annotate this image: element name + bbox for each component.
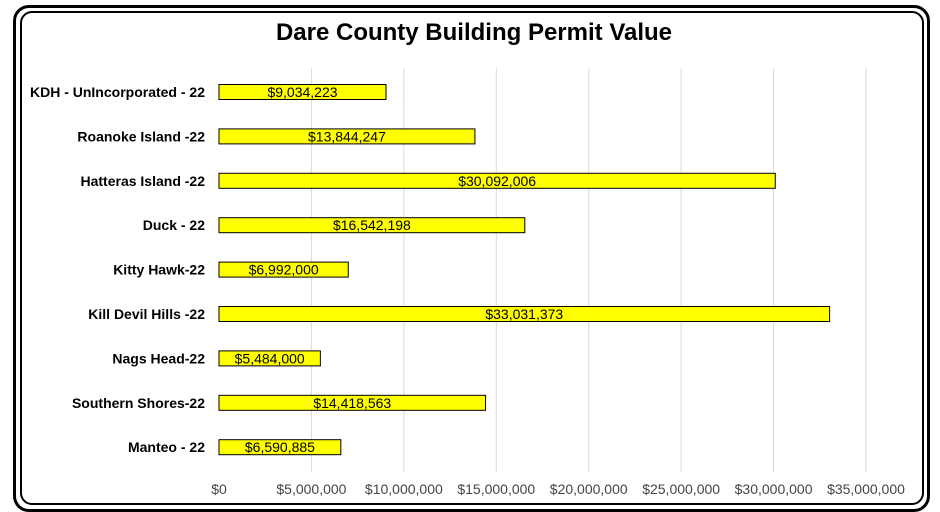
x-tick-label: $15,000,000 [457, 481, 535, 497]
category-label: Kill Devil Hills -22 [88, 306, 205, 322]
x-axis-ticks: $0 $5,000,000 $10,000,000 $15,000,000 $20,00… [211, 481, 905, 497]
bar [218, 172, 776, 189]
bar-value-label: $6,590,885 [245, 439, 315, 455]
bar [218, 217, 526, 234]
x-tick-label: $0 [211, 481, 227, 497]
category-label: Kitty Hawk-22 [113, 262, 205, 278]
category-label: Roanoke Island -22 [77, 128, 205, 144]
bar [218, 128, 476, 145]
bar-value-label: $16,542,198 [333, 217, 411, 233]
category-label: Duck - 22 [143, 217, 205, 233]
bar-value-label: $30,092,006 [458, 173, 536, 189]
chart-outer-frame [13, 5, 930, 512]
chart-title: Dare County Building Permit Value [275, 19, 673, 46]
bar [218, 84, 387, 100]
category-label: Nags Head-22 [112, 350, 205, 366]
category-label: Southern Shores-22 [72, 395, 205, 411]
bars: $9,034,223 $13,844,247 $30,092,006 $16,542,… [218, 84, 831, 456]
chart-inner-frame [20, 11, 924, 505]
category-label: Manteo - 22 [128, 439, 205, 455]
bar-value-label: $6,992,000 [249, 262, 319, 278]
x-tick-label: $30,000,000 [735, 481, 813, 497]
category-labels: KDH - UnIncorporated - 22 Roanoke Island … [30, 84, 205, 455]
bar [218, 306, 831, 322]
category-label: Hatteras Island -22 [81, 173, 206, 189]
x-tick-label: $35,000,000 [827, 481, 905, 497]
bar-value-label: $5,484,000 [235, 350, 305, 366]
bar [218, 261, 349, 278]
category-label: KDH - UnIncorporated - 22 [30, 84, 205, 100]
bar-value-label: $13,844,247 [308, 128, 386, 144]
bar [218, 394, 487, 411]
bar-value-label: $9,034,223 [267, 84, 337, 100]
x-tick-label: $25,000,000 [642, 481, 720, 497]
x-tick-label: $5,000,000 [276, 481, 346, 497]
bar [218, 350, 321, 367]
bar-value-label: $33,031,373 [485, 306, 563, 322]
x-tick-label: $10,000,000 [365, 481, 443, 497]
bar-value-label: $14,418,563 [313, 395, 391, 411]
x-tick-label: $20,000,000 [550, 481, 628, 497]
bar [218, 439, 342, 456]
